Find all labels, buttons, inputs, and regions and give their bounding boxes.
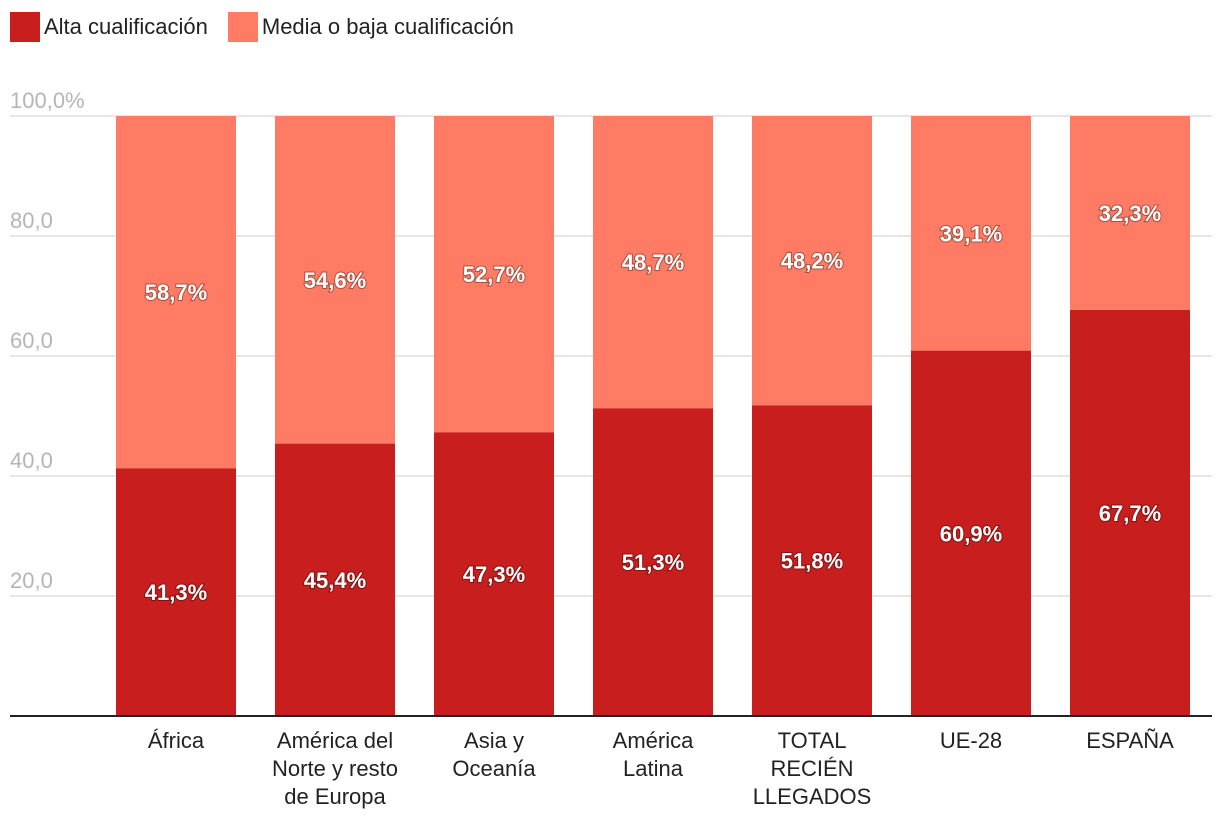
data-label: 67,7% [1099,501,1161,526]
category-label: América Latina [613,728,694,781]
data-label: 60,9% [940,521,1002,546]
legend-swatch-media-baja [227,12,258,42]
category-label-line: TOTAL [778,728,847,753]
category-label-line: UE-28 [940,728,1002,753]
data-label: 32,3% [1099,201,1161,226]
legend-label-alta: Alta cualificación [44,14,208,39]
legend-item-media-baja: Media o baja cualificación [227,12,514,42]
category-label-line: América del [277,728,393,753]
bar-segment [434,432,554,716]
data-label: 52,7% [463,262,525,287]
data-label: 58,7% [145,280,207,305]
legend-item-alta: Alta cualificación [10,12,208,42]
category-label: Asia y Oceanía [452,728,536,781]
category-label-line: Norte y resto [272,756,398,781]
category-label: TOTAL RECIÉN LLEGADOS [753,728,872,809]
data-label: 47,3% [463,562,525,587]
category-label-line: Oceanía [452,756,536,781]
bar-segment [752,405,872,716]
category-label-line: ESPAÑA [1086,728,1174,753]
bar-segment [593,116,713,409]
category-label-line: África [148,728,205,753]
bar-segment [593,408,713,716]
y-tick-label: 80,0 [10,208,53,233]
bar-segment [275,443,395,716]
data-label: 39,1% [940,221,1002,246]
bar-segment [752,116,872,406]
legend: Alta cualificación Media o baja cualific… [10,12,534,42]
y-tick-label: 100,0% [10,88,85,113]
y-tick-label: 60,0 [10,328,53,353]
y-tick-label: 20,0 [10,568,53,593]
category-label-line: Asia y [464,728,524,753]
category-label-line: de Europa [284,784,386,809]
category-label-line: América [613,728,694,753]
data-label: 45,4% [304,568,366,593]
bar-segment [275,116,395,444]
bar-segment [116,116,236,469]
category-label-line: Latina [623,756,684,781]
category-label-line: LLEGADOS [753,784,872,809]
category-label: África [148,728,205,753]
category-label: ESPAÑA [1086,728,1174,753]
bar-segment [911,350,1031,716]
category-label-line: RECIÉN [770,756,853,781]
legend-swatch-alta [10,12,40,42]
data-label: 54,6% [304,268,366,293]
data-label: 41,3% [145,580,207,605]
category-label: América del Norte y resto de Europa [272,728,398,809]
y-tick-label: 40,0 [10,448,53,473]
data-label: 48,7% [622,250,684,275]
bar-segment [1070,116,1190,310]
category-label: UE-28 [940,728,1002,753]
data-label: 51,3% [622,550,684,575]
bar-segment [116,468,236,716]
legend-label-media-baja: Media o baja cualificación [261,14,514,39]
bar-segment [911,116,1031,351]
bar-segment [1070,309,1190,716]
data-label: 48,2% [781,249,843,274]
data-label: 51,8% [781,549,843,574]
bar-segment [434,116,554,433]
